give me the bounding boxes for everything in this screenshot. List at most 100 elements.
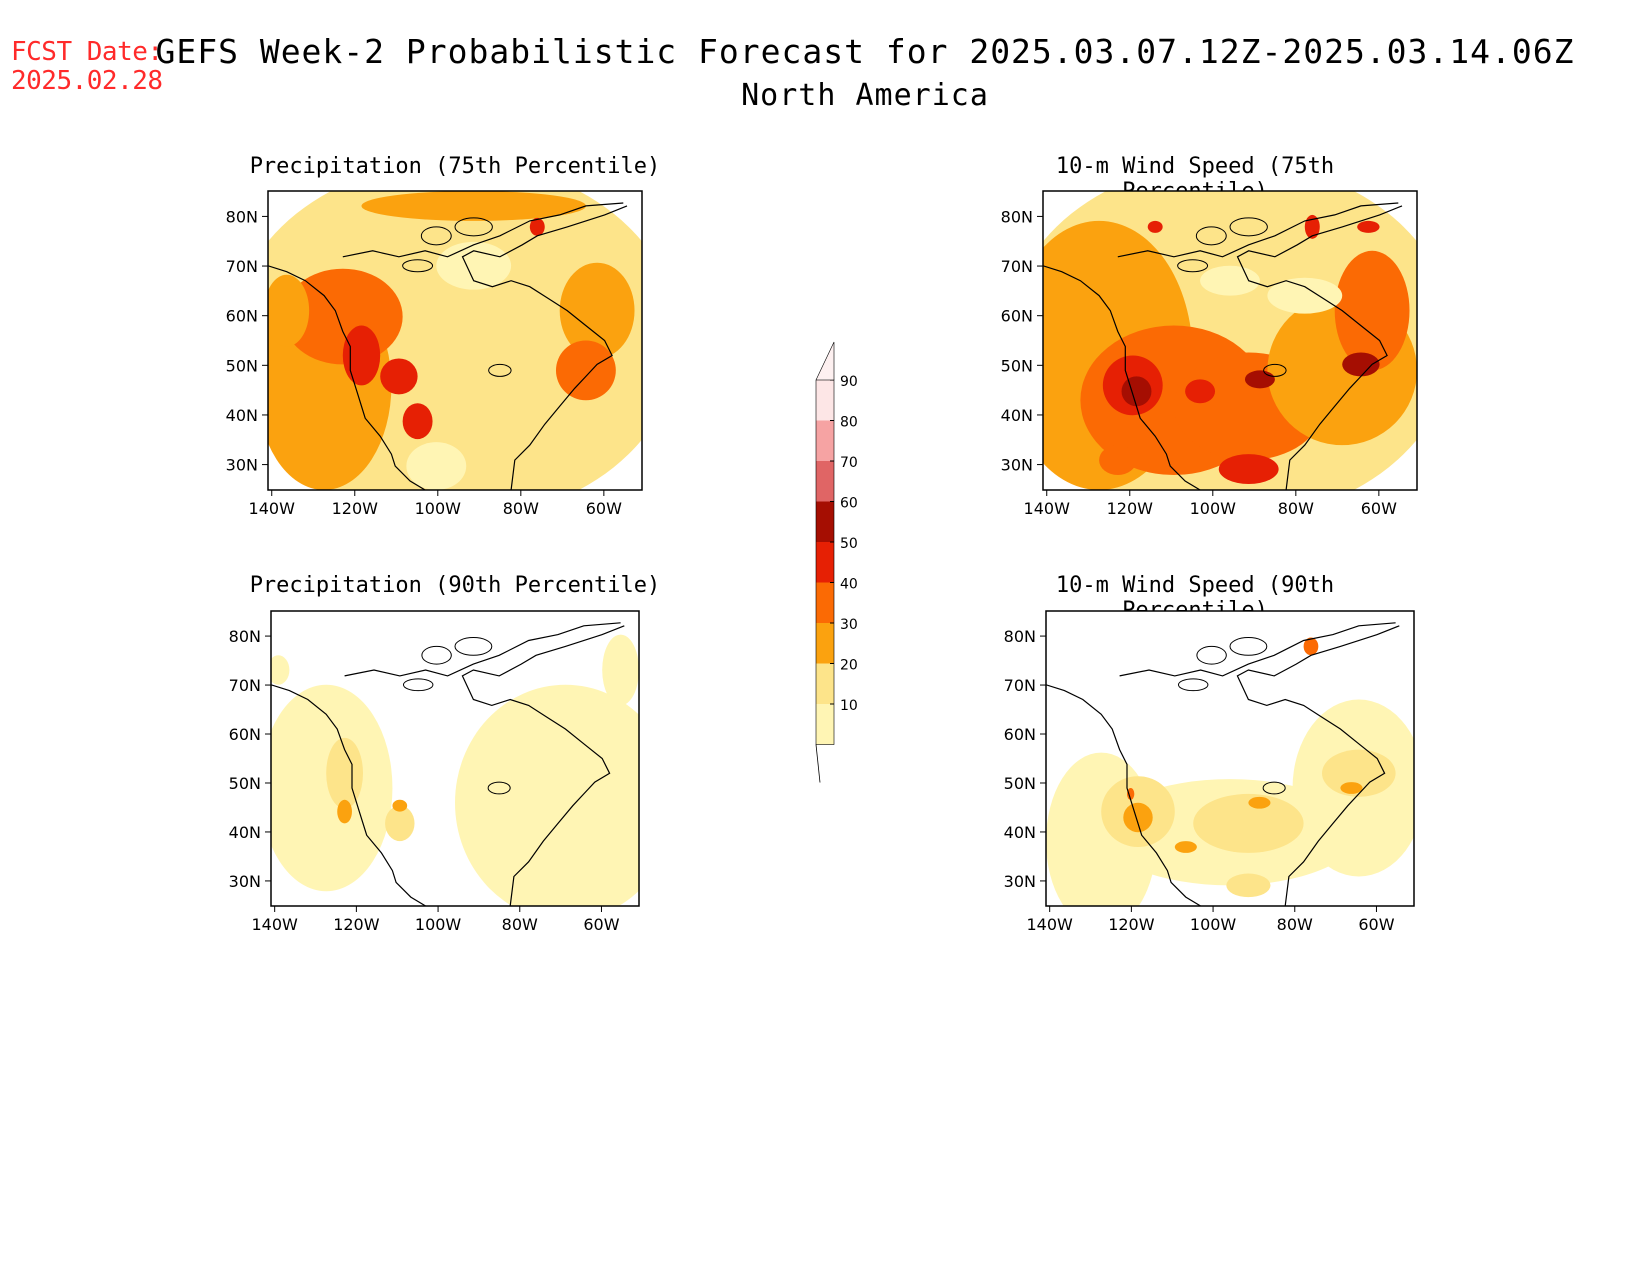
lat-label: 30N	[226, 456, 258, 475]
probability-area	[455, 684, 639, 906]
map-frame	[1045, 610, 1415, 907]
probability-area	[555, 340, 616, 401]
probability-area	[342, 325, 381, 386]
forecast-date-value: 2025.02.28	[11, 66, 163, 96]
coastline	[1196, 645, 1227, 665]
map-frame	[270, 610, 640, 907]
probability-area	[406, 442, 467, 490]
map-panel-precip-90: 80N 70N 60N 50N 40N 30N 140W 120W 100W 80W 60W	[229, 610, 640, 934]
colorbar-swatch	[816, 704, 834, 745]
probability-area	[1099, 445, 1137, 476]
probability-area	[1342, 352, 1380, 377]
colorbar-frame	[815, 379, 835, 745]
lat-label: 40N	[226, 406, 258, 425]
map-panel-wind-75: 80N 70N 60N 50N 40N 30N 140W 120W 100W 80W 60W	[1001, 190, 1418, 518]
panel-title-precip-75: Precipitation (75th Percentile)	[249, 154, 661, 179]
coastline	[1236, 625, 1400, 906]
lat-label: 80N	[1001, 207, 1033, 226]
coastline	[488, 363, 512, 377]
probability-area	[385, 805, 415, 842]
lat-label: 50N	[229, 774, 261, 793]
colorbar-label: 50	[840, 536, 858, 552]
lon-label: 140W	[1027, 915, 1074, 934]
colorbar-swatch	[816, 461, 834, 502]
lon-label: 100W	[1190, 499, 1237, 518]
coastline	[454, 217, 493, 237]
forecast-date: FCST Date: 2025.02.28	[11, 38, 163, 96]
coastline	[1195, 226, 1227, 246]
probability-area	[392, 799, 408, 812]
colorbar-label: 10	[840, 698, 858, 714]
probability-area	[1248, 796, 1271, 809]
coastline	[402, 259, 434, 273]
lat-label: 60N	[226, 307, 258, 326]
lon-label: 140W	[249, 499, 296, 518]
lon-label: 80W	[503, 499, 539, 518]
forecast-date-label: FCST Date:	[11, 37, 163, 67]
lon-label: 100W	[415, 499, 462, 518]
probability-area	[1126, 788, 1135, 800]
coastline	[1119, 622, 1396, 677]
colorbar-label: 70	[840, 455, 858, 471]
probability-area	[1218, 454, 1279, 485]
lat-label: 30N	[1001, 456, 1033, 475]
map-panel-wind-90: 80N 70N 60N 50N 40N 30N 140W 120W 100W 80W 60W	[1004, 610, 1415, 934]
lat-label: 40N	[1001, 406, 1033, 425]
probability-area	[1322, 749, 1396, 797]
lon-label: 60W	[583, 915, 619, 934]
lat-label: 70N	[1001, 257, 1033, 276]
probability-area	[1304, 214, 1320, 239]
lat-label: 70N	[226, 257, 258, 276]
coastline	[402, 678, 434, 692]
colorbar: 90 80 70 60 50 40 30 20 10	[815, 341, 858, 783]
colorbar-label: 90	[840, 374, 858, 390]
lon-label: 80W	[1277, 915, 1313, 934]
probability-area	[1357, 220, 1380, 233]
probability-area	[602, 634, 639, 706]
colorbar-label: 40	[840, 577, 858, 593]
coastline	[461, 205, 628, 490]
colorbar-label: 20	[840, 658, 858, 674]
probability-area	[1174, 841, 1197, 853]
lat-label: 50N	[226, 356, 258, 375]
coastline	[1263, 363, 1287, 377]
colorbar-swatch	[816, 582, 834, 623]
colorbar-label: 80	[840, 415, 858, 431]
colorbar-swatch	[816, 542, 834, 583]
lat-label: 40N	[1004, 823, 1036, 842]
probability-area	[1200, 265, 1260, 296]
probability-area	[271, 684, 393, 892]
probability-area	[1121, 376, 1152, 407]
probability-area	[529, 217, 545, 236]
colorbar-swatch	[816, 420, 834, 461]
lon-label: 120W	[333, 915, 380, 934]
coastline	[268, 265, 426, 490]
probability-area	[1123, 802, 1153, 833]
probability-area	[1303, 637, 1319, 656]
probability-area	[271, 655, 290, 685]
lat-label: 60N	[1001, 307, 1033, 326]
probability-area	[402, 403, 433, 440]
coastline	[1229, 637, 1268, 656]
coastline	[420, 226, 452, 246]
map-frame	[1042, 190, 1418, 491]
coastline	[421, 645, 452, 665]
lon-label: 60W	[1358, 915, 1394, 934]
probability-area	[559, 262, 635, 359]
coastline	[461, 625, 625, 906]
coastline	[1262, 781, 1286, 795]
probability-area	[1267, 277, 1343, 314]
page-subtitle: North America	[741, 78, 989, 113]
coastline	[1236, 205, 1403, 490]
lat-label: 80N	[229, 627, 261, 646]
probability-area	[380, 358, 418, 395]
colorbar-swatch	[816, 623, 834, 664]
lat-label: 30N	[229, 872, 261, 891]
lon-label: 140W	[252, 915, 299, 934]
lat-label: 30N	[1004, 872, 1036, 891]
coastline	[271, 684, 426, 906]
probability-area	[361, 191, 586, 221]
coastline	[454, 637, 493, 656]
probability-area	[1193, 793, 1304, 853]
